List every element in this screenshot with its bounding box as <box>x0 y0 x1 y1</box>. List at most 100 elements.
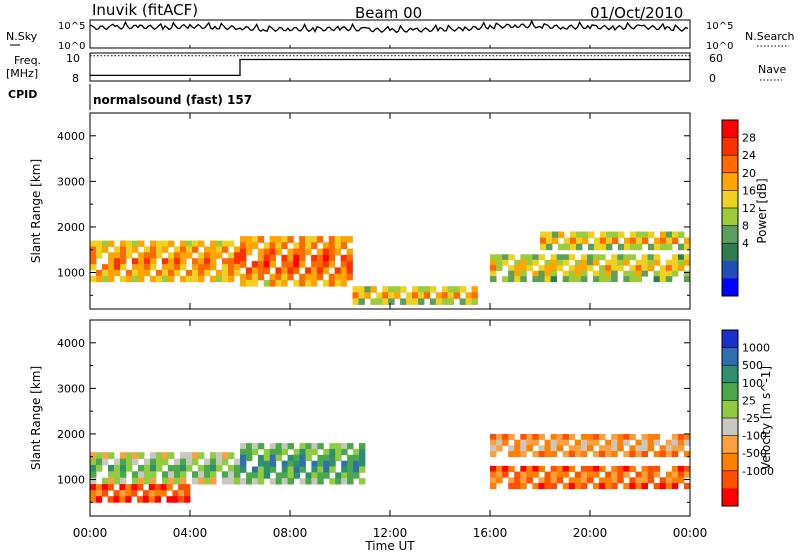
heatmap-cell <box>647 465 655 472</box>
heatmap-cell <box>335 448 342 456</box>
power-colorbar-swatch <box>722 260 738 279</box>
heatmap-cell <box>641 477 648 484</box>
heatmap-cell <box>532 270 539 277</box>
heatmap-cell <box>311 478 318 485</box>
heatmap-cell <box>502 254 509 261</box>
power-colorbar-tick-label: 8 <box>742 220 749 233</box>
heatmap-cell <box>617 465 624 472</box>
heatmap-cell <box>659 276 667 283</box>
heatmap-cell <box>606 231 613 238</box>
heatmap-cell <box>311 279 318 287</box>
heatmap-cell <box>150 464 157 472</box>
heatmap-cell <box>299 279 306 287</box>
heatmap-cell <box>90 477 97 485</box>
heatmap-cell <box>102 458 109 466</box>
heatmap-cell <box>234 264 241 271</box>
heatmap-cell <box>108 471 115 479</box>
heatmap-cell <box>606 237 613 245</box>
power-colorbar-swatch <box>722 120 738 139</box>
heatmap-cell <box>574 270 582 277</box>
heatmap-cell <box>257 254 265 262</box>
heatmap-cell <box>562 276 570 283</box>
heatmap-cell <box>162 275 169 283</box>
noise-left-tick-bottom: 10^0 <box>58 41 85 52</box>
heatmap-cell <box>228 269 235 277</box>
heatmap-cell <box>459 286 466 293</box>
heatmap-cell <box>358 292 365 299</box>
heatmap-cell <box>138 269 145 277</box>
heatmap-cell <box>353 472 360 479</box>
heatmap-cell <box>508 451 515 458</box>
heatmap-cell <box>210 258 217 265</box>
heatmap-cell <box>119 484 126 491</box>
heatmap-cell <box>635 270 642 277</box>
heatmap-cell <box>311 448 318 456</box>
heatmap-cell <box>305 248 312 256</box>
heatmap-cell <box>659 483 667 490</box>
noise-panel-ticks <box>89 45 691 48</box>
heatmap-cell <box>328 279 336 287</box>
heatmap-cell <box>671 445 679 452</box>
heatmap-cell <box>508 276 515 283</box>
heatmap-cell <box>496 471 503 478</box>
heatmap-cell <box>647 265 655 272</box>
heatmap-cell <box>251 261 259 268</box>
heatmap-cell <box>245 242 253 249</box>
heatmap-cell <box>246 472 253 479</box>
heatmap-cell <box>120 275 127 283</box>
heatmap-cell <box>647 471 655 478</box>
heatmap-cell <box>641 471 648 478</box>
heatmap-cell <box>382 292 389 299</box>
heatmap-cell <box>340 279 347 287</box>
heatmap-cell <box>257 478 265 485</box>
cpid-label: CPID <box>8 88 37 101</box>
heatmap-cell <box>154 496 161 503</box>
heatmap-cell <box>168 252 175 259</box>
heatmap-cell <box>453 286 461 293</box>
heatmap-cell <box>611 434 618 441</box>
heatmap-cell <box>311 460 318 467</box>
power-colorbar-tick-label: 4 <box>742 237 749 250</box>
heatmap-cell <box>154 490 161 497</box>
heatmap-cell <box>665 270 673 277</box>
heatmap-cell <box>132 258 139 265</box>
heatmap-cell <box>684 243 691 251</box>
heatmap-cell <box>587 471 594 478</box>
heatmap-cell <box>623 465 630 472</box>
heatmap-cell <box>174 258 181 265</box>
heatmap-cell <box>611 270 618 277</box>
heatmap-cell <box>293 466 300 473</box>
heatmap-cell <box>168 471 175 479</box>
heatmap-cell <box>162 246 169 253</box>
heatmap-cell <box>346 248 353 256</box>
heatmap-cell <box>334 236 341 243</box>
heatmap-cell <box>162 240 169 247</box>
heatmap-cell <box>172 490 179 497</box>
heatmap-cell <box>508 465 515 472</box>
heatmap-cell <box>311 443 318 450</box>
range-tick-label: 1000 <box>57 267 85 280</box>
heatmap-cell <box>564 237 571 245</box>
power-colorbar-swatch <box>722 155 738 174</box>
heatmap-cell <box>660 243 667 251</box>
heatmap-cell <box>594 237 601 245</box>
heatmap-cell <box>114 269 121 277</box>
heatmap-cell <box>546 243 553 251</box>
heatmap-cell <box>126 275 133 283</box>
heatmap-cell <box>653 465 661 472</box>
heatmap-cell <box>251 236 259 243</box>
nave-right-tick-bottom: 0 <box>709 72 716 85</box>
heatmap-cell <box>148 484 156 491</box>
heatmap-cell <box>138 240 145 247</box>
heatmap-cell <box>166 484 173 491</box>
heatmap-cell <box>192 452 199 459</box>
heatmap-cell <box>406 298 413 305</box>
heatmap-cell <box>617 445 624 452</box>
heatmap-cell <box>192 275 199 283</box>
heatmap-cell <box>593 439 600 446</box>
velocity-y-axis: 1000 2000 3000 4000 <box>57 320 691 516</box>
heatmap-cell <box>150 240 157 247</box>
heatmap-cell <box>654 237 661 245</box>
heatmap-cell <box>287 273 294 281</box>
